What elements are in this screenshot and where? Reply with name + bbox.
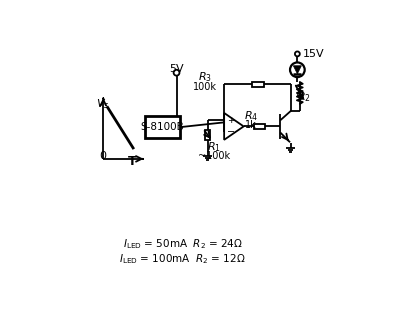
Text: $I_{\mathrm{LED}}$ = 50mA  $R_2$ = 24Ω: $I_{\mathrm{LED}}$ = 50mA $R_2$ = 24Ω: [123, 237, 243, 251]
Text: 100k: 100k: [193, 82, 217, 92]
Text: ~100k: ~100k: [198, 152, 230, 161]
Text: $R_4$: $R_4$: [244, 109, 258, 123]
Text: $R_3$: $R_3$: [198, 70, 212, 84]
Text: $R_1$: $R_1$: [207, 140, 221, 153]
FancyBboxPatch shape: [145, 116, 180, 138]
Text: 1k: 1k: [245, 120, 257, 130]
Text: S-8100B: S-8100B: [141, 122, 184, 132]
Text: $V_s$: $V_s$: [96, 97, 109, 111]
Text: 5V: 5V: [169, 63, 184, 74]
Text: +: +: [227, 116, 235, 125]
Bar: [255, 124, 265, 129]
Text: −: −: [227, 127, 235, 138]
Polygon shape: [293, 66, 301, 74]
Text: $R_2$: $R_2$: [297, 90, 310, 104]
Text: $I_{\mathrm{LED}}$ = 100mA  $R_2$ = 12Ω: $I_{\mathrm{LED}}$ = 100mA $R_2$ = 12Ω: [119, 252, 246, 266]
Text: T: T: [128, 155, 137, 168]
Text: 0: 0: [99, 152, 106, 161]
Text: 15V: 15V: [303, 49, 324, 59]
Bar: [205, 130, 210, 140]
Bar: [252, 82, 264, 87]
